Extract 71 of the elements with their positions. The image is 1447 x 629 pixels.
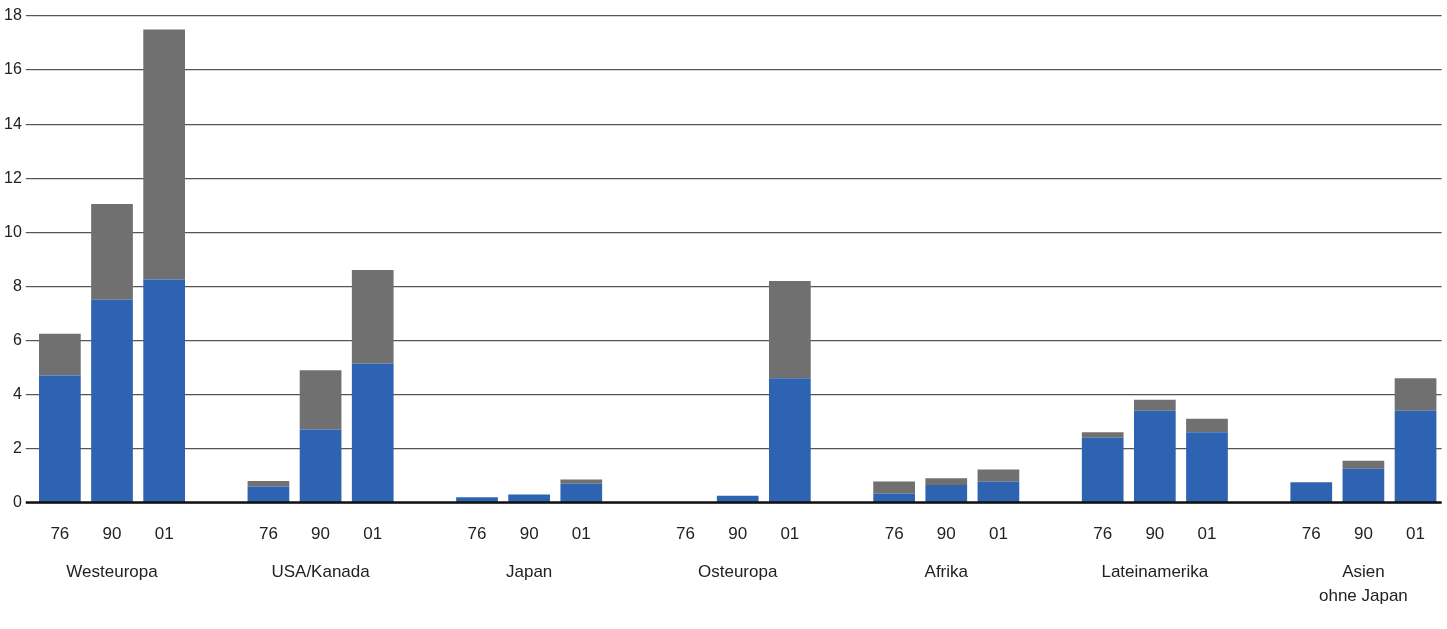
- x-tick-label: 76: [1301, 524, 1321, 544]
- x-tick-label: 90: [311, 524, 331, 544]
- bar: [977, 481, 1020, 502]
- bar: [39, 375, 81, 502]
- bar: [299, 370, 342, 430]
- bar: [1394, 378, 1437, 411]
- y-tick-label: 16: [4, 60, 22, 78]
- x-tick-label: 90: [1353, 524, 1373, 544]
- bar: [91, 203, 133, 300]
- bar: [1081, 437, 1124, 502]
- bar: [1342, 460, 1385, 469]
- bar: [1186, 418, 1228, 433]
- y-tick-label: 4: [12, 384, 22, 402]
- bar: [560, 479, 603, 484]
- y-tick-label: 18: [4, 6, 22, 24]
- y-tick-label: 12: [4, 168, 22, 186]
- x-tick-label: 01: [571, 524, 591, 544]
- y-tick-label: 14: [4, 114, 22, 132]
- bar: [351, 270, 394, 364]
- bar: [873, 481, 915, 494]
- bar: [508, 494, 550, 502]
- text: Asien ohne Japan: [1318, 562, 1408, 606]
- bar: [1081, 432, 1124, 438]
- x-tick-label: 76: [50, 524, 70, 544]
- bar: [1133, 410, 1176, 502]
- x-tick-label: 01: [363, 524, 383, 544]
- bar: [1186, 432, 1228, 502]
- x-tick-label: 90: [519, 524, 539, 544]
- y-tick-label: 2: [12, 438, 22, 456]
- x-tick-label: 01: [154, 524, 174, 544]
- bar: [1290, 482, 1333, 502]
- bar: [143, 29, 186, 280]
- x-tick-label: 76: [1093, 524, 1113, 544]
- text: Westeuropa: [66, 562, 159, 582]
- bar: [39, 333, 81, 376]
- text: Japan: [505, 562, 553, 582]
- bar: [247, 480, 290, 487]
- text: Osteuropa: [698, 562, 778, 582]
- text: Afrika: [924, 562, 969, 582]
- bar: [560, 483, 603, 502]
- bar: [768, 280, 811, 379]
- y-tick-label: 10: [4, 222, 22, 240]
- x-tick-label: 76: [258, 524, 278, 544]
- x-tick-label: 90: [1145, 524, 1165, 544]
- x-tick-label: 90: [728, 524, 748, 544]
- bar: [925, 485, 968, 502]
- text: Lateinamerika: [1101, 562, 1209, 582]
- bar: [977, 469, 1020, 482]
- x-tick-label: 76: [467, 524, 487, 544]
- y-tick-label: 8: [12, 276, 22, 294]
- bar: [91, 299, 133, 502]
- bar: [351, 363, 394, 502]
- x-tick-label: 90: [936, 524, 956, 544]
- x-tick-label: 76: [884, 524, 904, 544]
- bar: [299, 429, 342, 502]
- bar: [768, 378, 811, 502]
- x-tick-label: 01: [780, 524, 800, 544]
- x-tick-label: 01: [988, 524, 1008, 544]
- bar: [1133, 399, 1176, 411]
- x-tick-label: 90: [102, 524, 122, 544]
- bar: [247, 486, 290, 502]
- bar: [143, 279, 186, 502]
- y-tick-label: 0: [12, 493, 22, 511]
- bar: [1342, 468, 1385, 502]
- text: USA/Kanada: [271, 562, 371, 582]
- x-tick-label: 01: [1197, 524, 1217, 544]
- bar: [925, 478, 968, 486]
- y-tick-label: 6: [12, 330, 22, 348]
- bar: [1394, 410, 1437, 502]
- x-tick-label: 01: [1406, 524, 1426, 544]
- x-tick-label: 76: [676, 524, 696, 544]
